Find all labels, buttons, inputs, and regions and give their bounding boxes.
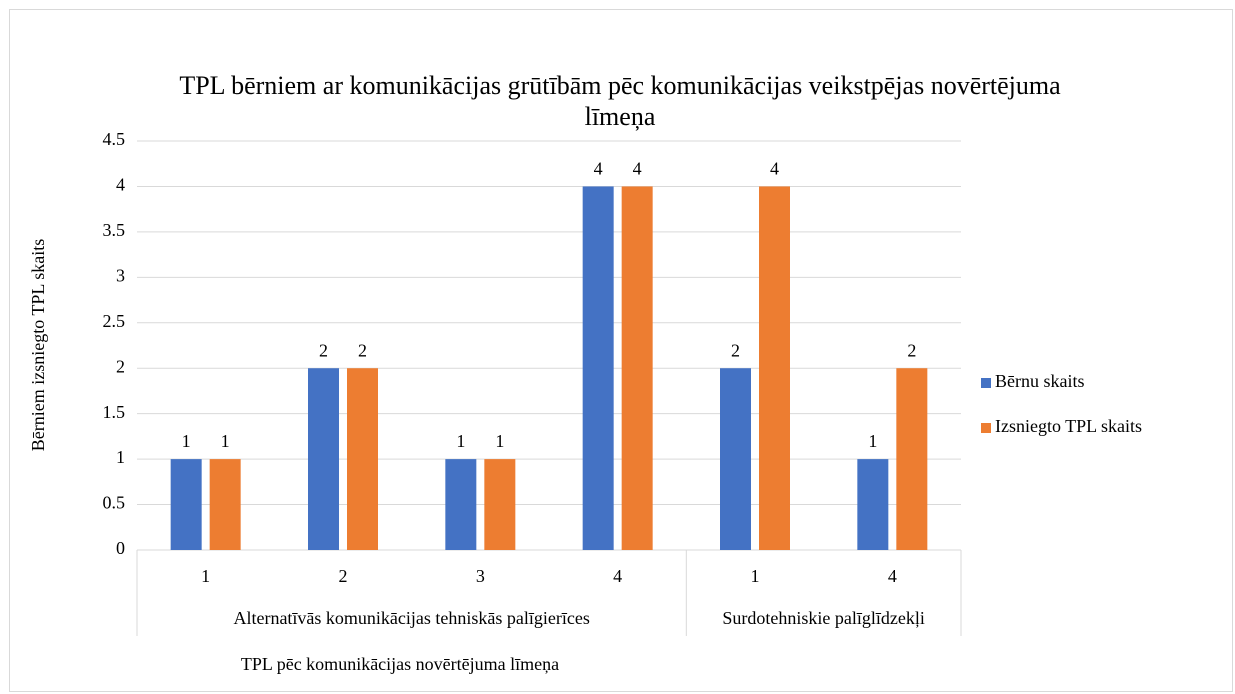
data-label: 2 bbox=[907, 340, 916, 360]
y-tick-label: 0 bbox=[116, 538, 125, 558]
data-label: 1 bbox=[221, 431, 230, 451]
bar bbox=[582, 186, 614, 550]
y-tick-label: 1.5 bbox=[103, 402, 126, 422]
y-axis-title: Bērniem izsniegto TPL skaits bbox=[28, 239, 48, 451]
bar bbox=[484, 459, 516, 550]
legend-label: Bērnu skaits bbox=[995, 371, 1085, 391]
data-label: 4 bbox=[770, 159, 779, 179]
x-tick-label: 1 bbox=[751, 566, 760, 586]
y-tick-label: 0.5 bbox=[103, 493, 126, 513]
chart-title: TPL bērniem ar komunikācijas grūtībām pē… bbox=[179, 71, 1061, 131]
x-tick-label: 4 bbox=[888, 566, 897, 586]
bar bbox=[621, 186, 653, 550]
bar bbox=[759, 186, 790, 550]
data-label: 2 bbox=[358, 340, 367, 360]
group-label: Alternatīvās komunikācijas tehniskās pal… bbox=[233, 608, 589, 628]
bar bbox=[347, 368, 378, 550]
bar bbox=[896, 368, 928, 550]
bar bbox=[445, 459, 477, 550]
data-label: 2 bbox=[731, 340, 740, 360]
bar bbox=[170, 459, 202, 550]
data-label: 4 bbox=[594, 159, 603, 179]
data-label: 2 bbox=[319, 340, 328, 360]
x-tick-label: 1 bbox=[201, 566, 210, 586]
y-tick-label: 3.5 bbox=[103, 220, 126, 240]
bar bbox=[308, 368, 339, 550]
x-axis-title: TPL pēc komunikācijas novērtējuma līmeņa bbox=[241, 654, 559, 674]
data-label: 4 bbox=[633, 159, 642, 179]
legend-swatch bbox=[981, 423, 991, 433]
group-label: Surdotehniskie palīglīdzekļi bbox=[722, 608, 924, 628]
legend-label: Izsniegto TPL skaits bbox=[995, 416, 1142, 436]
bar bbox=[209, 459, 241, 550]
data-label: 1 bbox=[495, 431, 504, 451]
y-tick-label: 4.5 bbox=[103, 129, 126, 149]
data-label: 1 bbox=[182, 431, 191, 451]
bar bbox=[720, 368, 751, 550]
data-label: 1 bbox=[456, 431, 465, 451]
x-tick-label: 4 bbox=[613, 566, 622, 586]
data-label: 1 bbox=[868, 431, 877, 451]
x-tick-label: 2 bbox=[339, 566, 348, 586]
y-tick-label: 2.5 bbox=[103, 311, 126, 331]
chart-border bbox=[9, 9, 1233, 692]
y-tick-label: 4 bbox=[116, 175, 125, 195]
x-tick-label: 3 bbox=[476, 566, 485, 586]
y-tick-label: 2 bbox=[116, 356, 125, 376]
y-tick-label: 1 bbox=[116, 447, 125, 467]
legend-swatch bbox=[981, 378, 991, 388]
y-tick-label: 3 bbox=[116, 265, 125, 285]
bar bbox=[857, 459, 889, 550]
